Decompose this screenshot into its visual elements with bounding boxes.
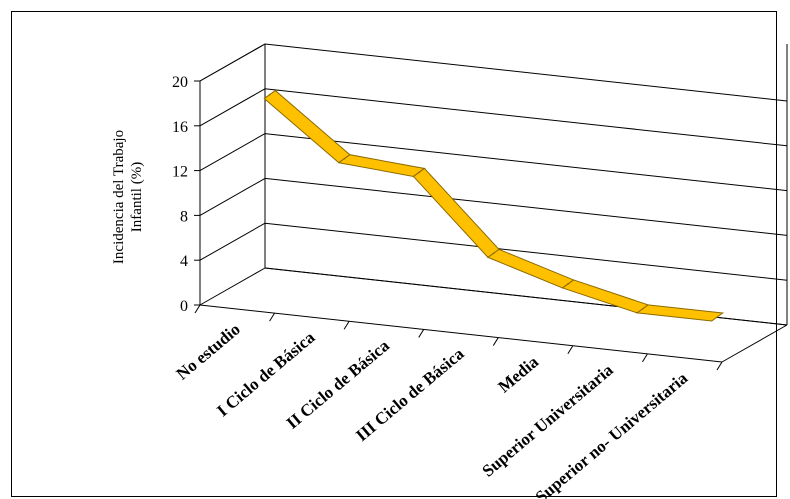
gridline bbox=[264, 88, 788, 147]
y-tick-label: 12 bbox=[172, 164, 188, 181]
gridline bbox=[264, 133, 788, 192]
data-point bbox=[716, 316, 719, 318]
series-ribbon-segment bbox=[561, 279, 650, 314]
data-point bbox=[492, 252, 495, 255]
gridline bbox=[264, 222, 788, 281]
y-axis-label-line1: Incidencia del Trabajo bbox=[111, 130, 127, 264]
x-tick-mark bbox=[642, 353, 648, 363]
chart-grid bbox=[199, 43, 788, 326]
x-tick-mark bbox=[418, 329, 425, 338]
x-tick-label: Superior no- Universitaria bbox=[532, 368, 692, 499]
data-point bbox=[567, 283, 569, 285]
y-tick-label: 4 bbox=[180, 253, 188, 270]
y-tick-labels: 0 4 8 12 16 20 bbox=[172, 74, 188, 315]
data-point bbox=[418, 171, 420, 174]
series-ribbon-segment bbox=[263, 89, 351, 164]
floor-front-edge bbox=[199, 304, 723, 363]
series-ribbon-segment bbox=[635, 304, 725, 322]
x-tick-mark bbox=[194, 304, 201, 314]
y-tick-label: 0 bbox=[180, 298, 188, 315]
side-gridline bbox=[199, 267, 266, 306]
gridline bbox=[264, 43, 788, 102]
chart-series bbox=[263, 89, 725, 322]
side-gridline bbox=[199, 222, 266, 261]
y-tick-label: 20 bbox=[172, 74, 188, 91]
data-point bbox=[268, 93, 271, 96]
x-tick-mark bbox=[269, 312, 275, 322]
side-gridline bbox=[199, 133, 266, 172]
x-tick-label: Media bbox=[494, 352, 542, 397]
floor-right-edge bbox=[721, 324, 788, 363]
x-tick-mark bbox=[343, 321, 350, 330]
x-tick-mark bbox=[567, 345, 574, 354]
side-gridline bbox=[199, 88, 266, 127]
chart-frame bbox=[11, 11, 777, 497]
side-wall-top-edge bbox=[199, 43, 266, 82]
side-gridline bbox=[199, 177, 266, 216]
series-ribbon-segment bbox=[337, 154, 426, 177]
data-point bbox=[641, 308, 644, 310]
y-axis-label-line2: Infantil (%) bbox=[129, 162, 145, 232]
axis-labels: Incidencia del Trabajo Infantil (%) bbox=[111, 130, 145, 264]
data-point bbox=[343, 157, 346, 160]
x-tick-mark bbox=[716, 361, 723, 371]
x-tick-mark bbox=[492, 337, 499, 346]
chart-axes bbox=[194, 43, 788, 371]
y-tick-label: 8 bbox=[180, 208, 188, 225]
x-tick-label: No estudio bbox=[173, 320, 244, 384]
y-tick-label: 16 bbox=[172, 119, 188, 136]
gridline bbox=[264, 177, 788, 236]
